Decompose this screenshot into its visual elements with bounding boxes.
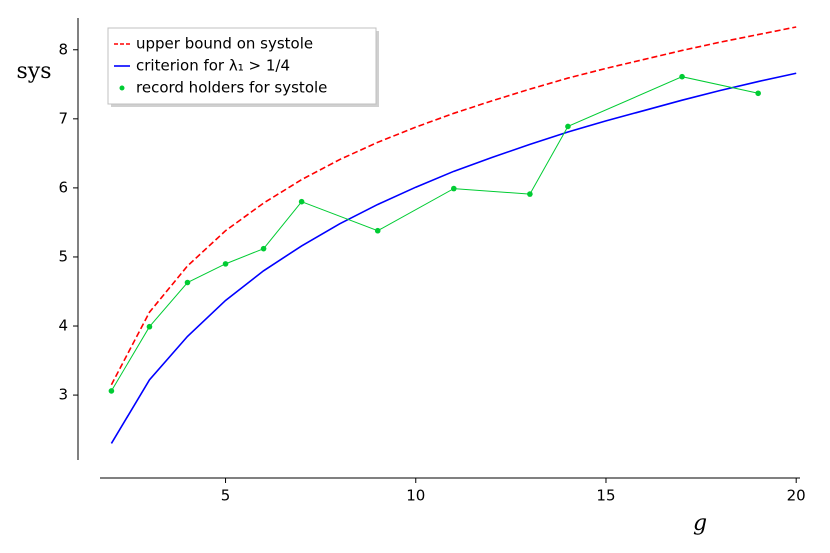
data-point <box>108 388 115 394</box>
data-point <box>184 279 191 286</box>
data-point <box>451 185 457 192</box>
y-tick-label: 5 <box>58 247 68 265</box>
data-point <box>260 245 267 252</box>
legend-label: upper bound on systole <box>136 35 313 53</box>
x-tick-label: 15 <box>596 487 615 505</box>
y-axis-title: sys <box>16 59 51 84</box>
data-point <box>146 323 153 330</box>
y-tick-label: 4 <box>58 317 68 335</box>
legend-box <box>107 27 377 105</box>
y-tick-label: 7 <box>58 109 68 127</box>
x-axis-title: g <box>693 511 707 536</box>
x-tick-label: 10 <box>406 487 425 505</box>
legend-label: record holders for systole <box>136 79 327 97</box>
legend-label: criterion for λ₁ > 1/4 <box>136 57 290 75</box>
data-point <box>374 227 381 234</box>
series-line <box>110 72 797 444</box>
series-line <box>110 26 797 386</box>
data-point <box>527 191 533 197</box>
x-tick-label: 5 <box>221 487 231 505</box>
series-line <box>110 76 759 392</box>
legend-marker <box>119 85 125 91</box>
data-point <box>222 261 229 267</box>
data-point <box>298 198 305 205</box>
x-tick-label: 20 <box>787 487 806 505</box>
y-tick-label: 6 <box>58 178 68 196</box>
data-point <box>565 123 571 130</box>
data-point <box>755 90 761 97</box>
y-tick-label: 8 <box>58 40 68 58</box>
data-point <box>679 73 685 80</box>
y-tick-label: 3 <box>58 386 68 404</box>
